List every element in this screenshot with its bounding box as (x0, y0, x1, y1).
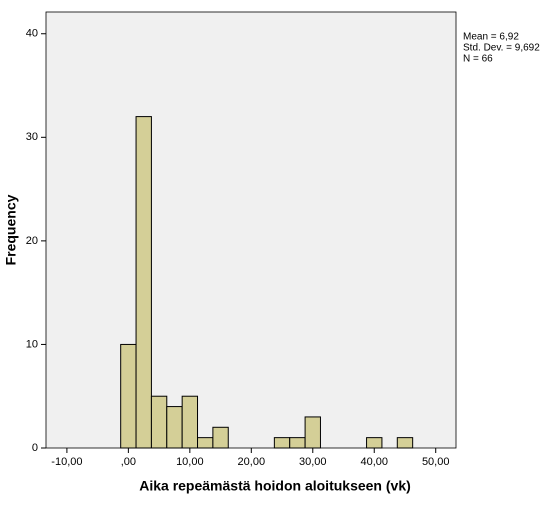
x-tick-label: ,00 (121, 456, 136, 468)
x-tick-label: -10,00 (51, 456, 82, 468)
x-axis-label: Aika repeämästä hoidon aloitukseen (vk) (139, 478, 411, 494)
y-tick-label: 0 (32, 442, 38, 454)
y-tick-label: 20 (26, 235, 38, 247)
bar (396, 437, 414, 449)
bar (366, 437, 383, 449)
bar (135, 116, 152, 449)
y-tick-label: 30 (26, 131, 38, 143)
y-tick-label: 40 (26, 28, 38, 40)
bar (120, 343, 137, 449)
bar (181, 395, 199, 449)
bar (304, 416, 321, 449)
plot-area (45, 11, 457, 449)
y-tick-label: 10 (26, 338, 38, 350)
bar (166, 406, 183, 449)
x-tick-label: 50,00 (422, 456, 450, 468)
y-axis-label: Frequency (3, 194, 19, 265)
bar (273, 437, 291, 449)
x-tick-label: 30,00 (299, 456, 327, 468)
stat-text: Std. Dev. = 9,692 (463, 43, 540, 54)
bar (197, 437, 214, 449)
stat-text: Mean = 6,92 (463, 32, 519, 43)
x-tick-label: 40,00 (360, 456, 388, 468)
stat-text: N = 66 (463, 54, 493, 65)
x-tick-label: 20,00 (238, 456, 266, 468)
bar (150, 395, 168, 449)
bar (289, 437, 306, 449)
bar (212, 426, 229, 449)
x-tick-label: 10,00 (176, 456, 204, 468)
